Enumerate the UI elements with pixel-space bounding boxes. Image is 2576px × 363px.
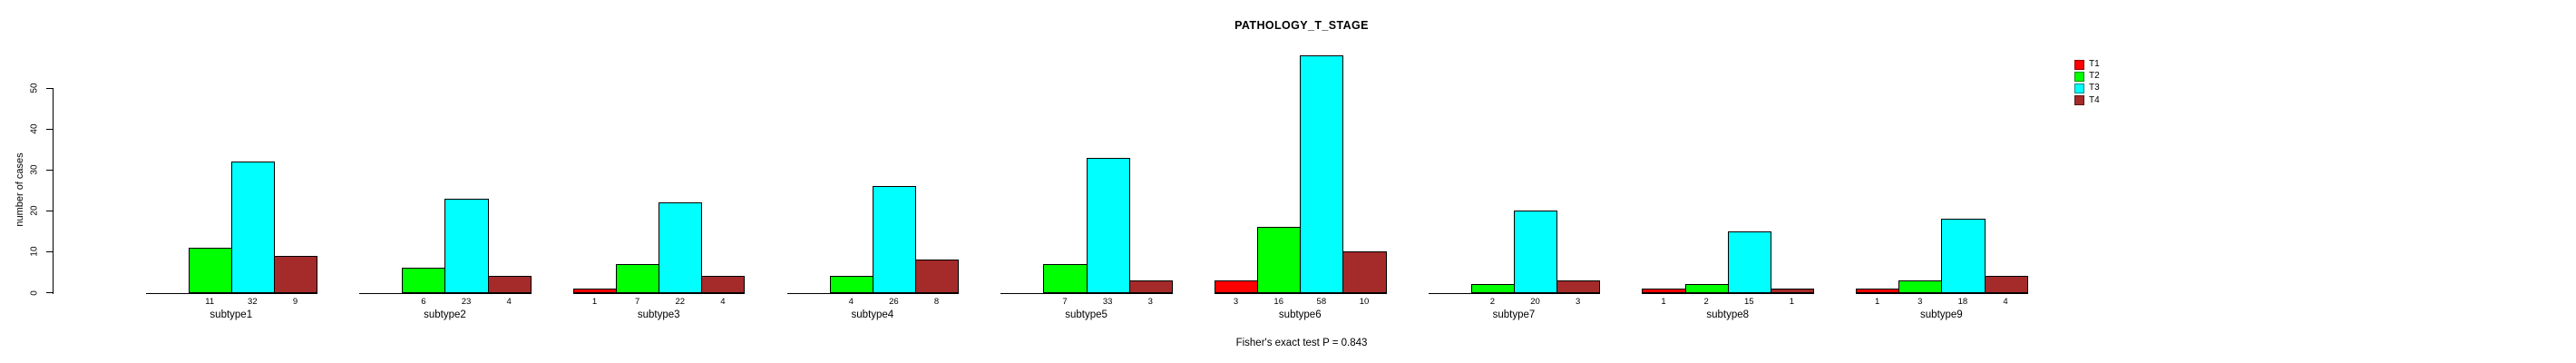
y-tick-label: 40	[29, 123, 40, 134]
category-label: subtype9	[1920, 309, 1963, 320]
y-axis-label: number of cases	[15, 152, 25, 227]
category-label: subtype1	[210, 309, 253, 320]
bar-value-label: 10	[1359, 296, 1370, 307]
bar-t1-subtype3	[572, 288, 618, 294]
y-tick-label: 0	[29, 289, 40, 296]
bar-value-label: 4	[848, 296, 854, 307]
legend-label: T4	[2089, 94, 2100, 105]
bar-value-label: 9	[292, 296, 298, 307]
bar-t2-subtype1	[188, 247, 232, 294]
bar-t3-subtype2	[444, 198, 489, 294]
bar-t3-subtype5	[1086, 157, 1130, 294]
bar-t2-subtype2	[402, 268, 446, 294]
bar-value-label: 3	[1233, 296, 1239, 307]
bar-t2-subtype5	[1043, 263, 1088, 294]
bar-value-label: 33	[1102, 296, 1113, 307]
bar-value-label: 16	[1273, 296, 1283, 307]
bar-t2-subtype8	[1684, 284, 1729, 294]
bar-t3-subtype1	[230, 162, 275, 294]
bar-t4-subtype2	[487, 276, 532, 294]
bar-value-label: 1	[591, 296, 598, 307]
legend-swatch-t1	[2074, 59, 2084, 70]
bar-value-label: 7	[1062, 296, 1068, 307]
bar-t3-subtype6	[1300, 54, 1344, 294]
bar-t4-subtype6	[1342, 251, 1387, 294]
bar-value-label: 2	[1703, 296, 1709, 307]
legend-row: T2	[2074, 71, 2100, 82]
bar-value-label: 4	[506, 296, 512, 307]
legend-label: T1	[2089, 59, 2100, 69]
bar-t2-subtype9	[1898, 280, 1943, 294]
bar-value-label: 26	[889, 296, 899, 307]
legend-swatch-t3	[2074, 83, 2084, 93]
chart-title: PATHOLOGY_T_STAGE	[1234, 19, 1369, 32]
legend-swatch-t4	[2074, 95, 2084, 106]
bar-value-label: 1	[1875, 296, 1880, 307]
y-axis-line	[53, 87, 54, 294]
bar-value-label: 15	[1743, 296, 1754, 307]
bar-value-label: 32	[248, 296, 258, 307]
bar-value-label: 2	[1489, 296, 1496, 307]
bar-t1-subtype6	[1215, 280, 1259, 294]
bar-t4-subtype9	[1984, 276, 2028, 294]
bar-t3-subtype3	[659, 202, 703, 294]
bar-value-label: 8	[933, 296, 940, 307]
bar-t4-subtype3	[701, 276, 746, 294]
bar-value-label: 4	[720, 296, 726, 307]
category-label: subtype7	[1492, 309, 1536, 320]
bar-value-label: 20	[1530, 296, 1540, 307]
bar-value-label: 3	[1147, 296, 1153, 307]
legend-label: T2	[2089, 71, 2100, 82]
bar-t3-subtype4	[872, 186, 916, 294]
bar-value-label: 3	[1917, 296, 1923, 307]
bar-t2-subtype4	[829, 276, 873, 294]
fisher-test-caption: Fisher's exact test P = 0.843	[1235, 338, 1368, 348]
bar-t4-subtype7	[1556, 280, 1601, 294]
category-label: subtype3	[637, 309, 680, 320]
bar-value-label: 22	[675, 296, 686, 307]
y-tick-label: 50	[29, 83, 40, 93]
category-label: subtype8	[1706, 309, 1750, 320]
category-label: subtype4	[851, 309, 894, 320]
bar-t2-subtype6	[1257, 227, 1302, 294]
category-label: subtype6	[1278, 309, 1322, 320]
y-tick	[46, 87, 53, 89]
bar-value-label: 1	[1789, 296, 1795, 307]
y-tick	[46, 292, 53, 294]
legend-label: T3	[2089, 83, 2100, 93]
bar-t2-subtype7	[1470, 284, 1515, 294]
bar-value-label: 7	[634, 296, 640, 307]
bar-value-label: 4	[2003, 296, 2008, 307]
bar-t4-subtype8	[1770, 288, 1814, 294]
bar-value-label: 18	[1957, 296, 1968, 307]
bar-value-label: 58	[1316, 296, 1327, 307]
bar-value-label: 11	[205, 296, 215, 307]
y-tick-label: 20	[29, 205, 40, 216]
y-tick	[46, 128, 53, 130]
bar-t4-subtype4	[915, 260, 960, 294]
bar-t4-subtype1	[273, 255, 318, 294]
bar-t1-subtype9	[1856, 288, 1900, 294]
legend-row: T1	[2074, 59, 2100, 70]
bar-value-label: 3	[1576, 296, 1581, 307]
bar-t3-subtype8	[1727, 231, 1771, 294]
bar-t1-subtype8	[1642, 288, 1686, 294]
bar-t2-subtype3	[616, 263, 660, 294]
bar-t3-subtype9	[1941, 219, 1986, 294]
y-tick-label: 10	[29, 246, 40, 257]
bar-value-label: 6	[421, 296, 426, 307]
y-tick	[46, 250, 53, 253]
legend-swatch-t2	[2074, 71, 2084, 82]
legend-row: T4	[2074, 95, 2100, 106]
y-tick-label: 30	[29, 164, 40, 175]
category-label: subtype2	[424, 309, 466, 320]
y-tick	[46, 169, 53, 171]
legend-row: T3	[2074, 83, 2100, 93]
bar-value-label: 1	[1661, 296, 1666, 307]
bar-t4-subtype5	[1128, 280, 1173, 294]
category-label: subtype5	[1065, 309, 1107, 320]
bar-t3-subtype7	[1513, 211, 1558, 294]
bar-value-label: 23	[461, 296, 472, 307]
